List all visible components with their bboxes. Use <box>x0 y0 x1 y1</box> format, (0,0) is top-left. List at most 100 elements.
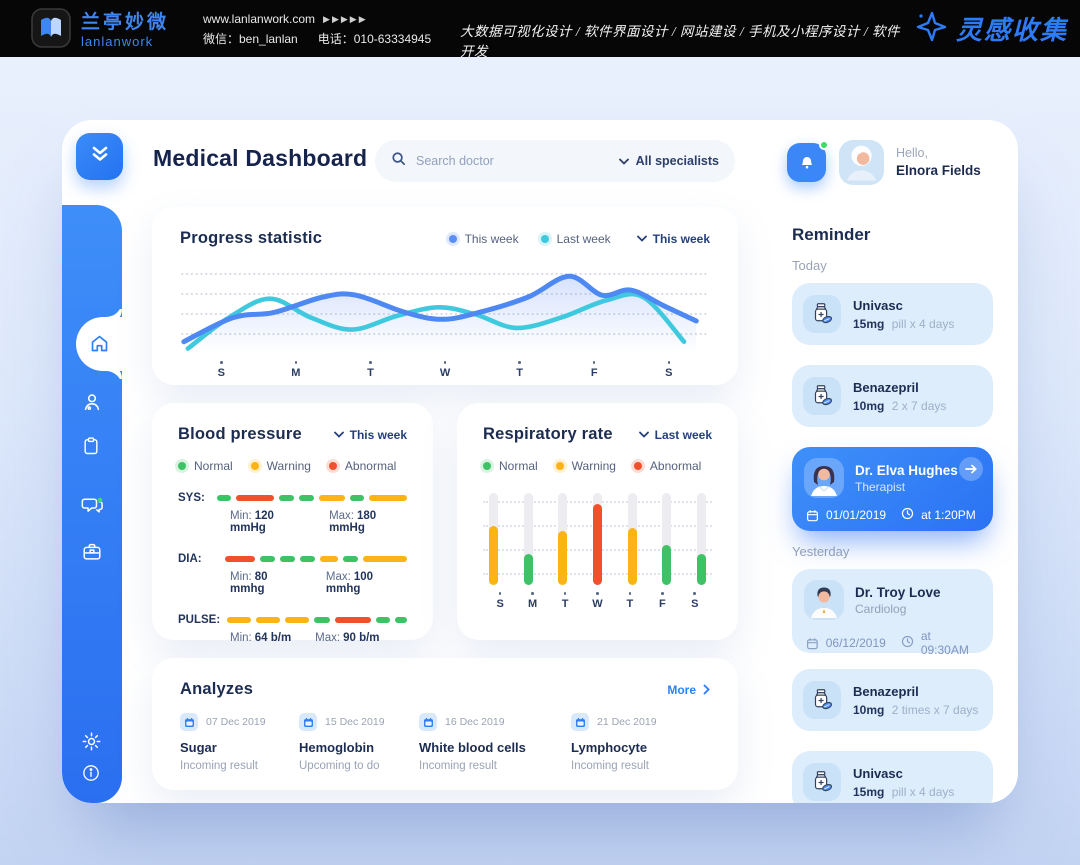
search-bar[interactable]: All specialists <box>375 140 735 182</box>
notifications-button[interactable] <box>787 140 829 182</box>
bp-measure-label: SYS: <box>178 492 205 504</box>
legend-dot-icon <box>540 234 549 243</box>
last-week-line <box>185 291 687 351</box>
respiratory-bar <box>662 493 672 585</box>
progress-title: Progress statistic <box>180 229 323 247</box>
analyzes-name: Sugar <box>180 740 217 755</box>
bp-measure: PULSE: Min: 64 b/m Max: 90 b/m <box>178 614 407 644</box>
analyzes-date: 16 Dec 2019 <box>445 716 505 728</box>
clock-icon <box>901 507 914 520</box>
notification-badge <box>819 140 829 150</box>
brand-block: 兰亭妙微 lanlanwork <box>30 7 169 54</box>
axis-day-label: F <box>557 361 632 379</box>
brand-services: 大数据可视化设计 / 软件界面设计 / 网站建设 / 手机及小程序设计 / 软件… <box>460 24 901 59</box>
double-chevron-icon <box>88 142 112 171</box>
respiratory-range-dropdown[interactable]: Last week <box>638 428 712 442</box>
sidebar-item-settings[interactable] <box>81 731 103 753</box>
brand-wechat: 微信：ben_lanlan <box>203 32 298 47</box>
analyzes-title: Analyzes <box>180 680 254 698</box>
medication-schedule: 2 x 7 days <box>891 398 947 413</box>
medication-dose: 10mg <box>853 398 885 413</box>
search-input[interactable] <box>416 154 609 168</box>
medication-name: Univasc <box>853 297 903 313</box>
blood-pressure-range-dropdown[interactable]: This week <box>333 428 407 442</box>
sidebar-item-medkit[interactable] <box>81 541 103 563</box>
brand-phone: 电话：010-63334945 <box>317 32 432 47</box>
chevron-down-icon <box>636 235 647 242</box>
medication-card[interactable]: Benazepril 10mg 2 times x 7 days <box>792 669 993 731</box>
respiratory-bar <box>627 493 637 585</box>
axis-day-label: M <box>516 592 548 610</box>
respiratory-bar <box>696 493 706 585</box>
medication-card[interactable]: Univasc 15mg pill x 4 days <box>792 751 993 803</box>
sidebar-item-records[interactable] <box>81 436 103 458</box>
axis-day-label: W <box>408 361 483 379</box>
sidebar-item-home[interactable] <box>76 317 122 371</box>
doctor-name: Dr. Elva Hughes <box>855 462 958 478</box>
medication-card[interactable]: Univasc 15mg pill x 4 days <box>792 283 993 345</box>
analyzes-date: 07 Dec 2019 <box>206 716 266 728</box>
blood-pressure-title: Blood pressure <box>178 425 302 443</box>
info-icon <box>83 765 99 781</box>
legend-item: This week <box>448 232 519 246</box>
progress-range-dropdown[interactable]: This week <box>636 232 710 246</box>
legend-item: Normal <box>178 459 233 473</box>
doctor-specialty: Therapist <box>855 479 906 494</box>
sidebar-item-doctors[interactable] <box>81 391 103 413</box>
respiratory-bar <box>489 493 498 585</box>
respiratory-bar <box>592 493 602 585</box>
progress-statistic-card: Progress statistic This week Last week T… <box>152 207 738 385</box>
female-doctor-avatar <box>804 458 844 498</box>
respiratory-bar-chart <box>483 485 712 585</box>
user-avatar[interactable] <box>839 140 884 185</box>
medication-schedule: pill x 4 days <box>891 784 955 799</box>
legend-dot-icon <box>328 462 337 470</box>
legend-dot-icon <box>178 462 186 470</box>
respiratory-rate-card: Respiratory rate Last week Normal Warnin… <box>457 403 738 640</box>
brand-website: www.lanlanwork.com <box>203 12 316 26</box>
calendar-icon <box>806 637 818 649</box>
doctor-name: Dr. Troy Love <box>855 584 941 600</box>
bp-min-value: Min: 80 mmhg <box>230 571 268 595</box>
calendar-icon <box>299 713 317 731</box>
male-doctor-avatar <box>804 580 844 620</box>
analyzes-name: Lymphocyte <box>571 740 648 755</box>
analyzes-item: 21 Dec 2019 Lymphocyte Incoming result <box>571 713 710 772</box>
contact-block: www.lanlanwork.com ▶▶▶▶▶ 微信：ben_lanlan 电… <box>203 9 431 50</box>
clock-icon <box>901 635 913 648</box>
calendar-icon <box>180 713 198 731</box>
reminder-title: Reminder <box>792 225 871 244</box>
collect-block: 灵感收集 <box>913 8 1068 49</box>
sidebar-item-info[interactable] <box>81 763 103 785</box>
analyzes-item: 07 Dec 2019 Sugar Incoming result <box>180 713 299 772</box>
respiratory-legend: Normal Warning Abnormal <box>483 459 712 473</box>
brand-name-en: lanlanwork <box>81 33 154 49</box>
legend-item: Warning <box>250 459 311 473</box>
axis-day-label: F <box>646 592 678 610</box>
bp-max-value: Max: 100 mmhg <box>325 571 374 595</box>
bp-max-value: Max: 90 b/m <box>315 632 380 644</box>
axis-day-label: T <box>614 592 646 610</box>
appointment-card[interactable]: Dr. Elva Hughes Therapist 01/01/2019 at … <box>792 447 993 531</box>
sidebar-item-messages[interactable] <box>81 493 103 515</box>
blood-pressure-legend: Normal Warning Abnormal <box>178 459 407 473</box>
greeting-text: Hello, <box>896 146 928 160</box>
specialists-dropdown[interactable]: All specialists <box>618 154 719 168</box>
bp-min-value: Min: 120 mmHg <box>230 510 274 534</box>
progress-line-chart <box>180 258 710 359</box>
reminder-sections: Today Univasc 15mg pill x 4 days <box>792 258 1018 803</box>
medkit-icon <box>83 543 101 560</box>
analyzes-more-button[interactable]: More <box>667 683 710 697</box>
medication-card[interactable]: Benazepril 10mg 2 x 7 days <box>792 365 993 427</box>
search-icon <box>391 151 406 171</box>
axis-day-label: S <box>679 592 711 610</box>
respiratory-bar <box>523 493 533 585</box>
calendar-icon <box>571 713 589 731</box>
bp-measure-label: DIA: <box>178 553 202 565</box>
appointment-card[interactable]: Dr. Troy Love Cardiolog 06/12/2019 at 09… <box>792 569 993 657</box>
app-logo[interactable] <box>76 133 123 180</box>
pill-bottle-icon <box>803 295 841 333</box>
appointment-arrow-button[interactable] <box>959 457 983 481</box>
respiratory-title: Respiratory rate <box>483 425 613 443</box>
